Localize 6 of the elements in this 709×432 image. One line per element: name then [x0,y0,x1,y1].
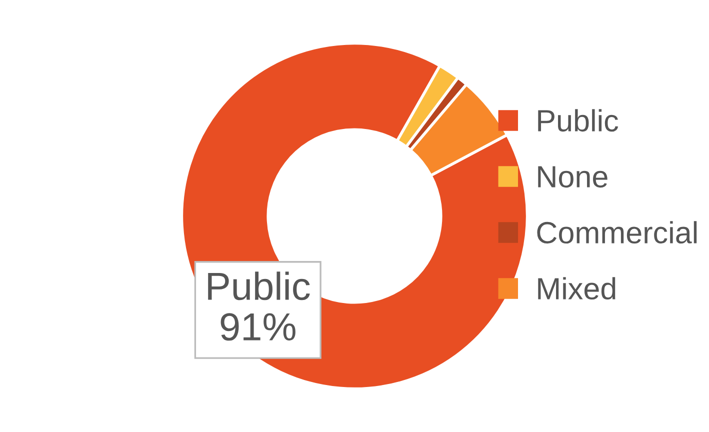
legend-label: Public [538,109,618,132]
legend-label: None [538,166,608,188]
legend-label: Commercial [537,221,697,244]
slice-label: Public [208,272,310,300]
legend-label: Mixed [538,277,616,300]
data-label: 91% [220,313,296,341]
